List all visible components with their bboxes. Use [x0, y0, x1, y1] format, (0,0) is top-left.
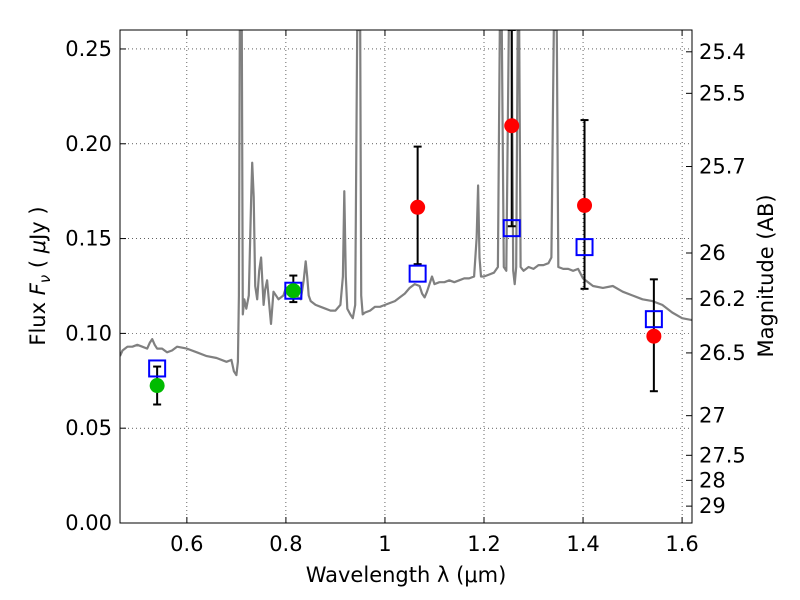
- x-axis-label: Wavelength λ (μm): [306, 563, 507, 587]
- x-tick-label: 0.8: [269, 532, 302, 556]
- measurements-marker: [410, 199, 426, 215]
- tick-labels: 0.6 0.8 1 1.2 1.4 1.6 0.00 0.05 0.10 0.15 0.20 0.25…: [65, 37, 746, 556]
- model-photometry-marker: [575, 238, 594, 257]
- model-photometry-marker: [148, 359, 167, 378]
- y2-tick-label: 25.5: [699, 81, 746, 105]
- y-axis-label-part: F: [26, 282, 50, 295]
- x-tick-label: 1.4: [566, 532, 599, 556]
- y2-tick-label: 27: [699, 404, 726, 428]
- y-axis-label-part: Jy ): [26, 206, 50, 242]
- plot-frame: [119, 29, 693, 524]
- y-axis-label-part: μ: [26, 240, 50, 254]
- model-photometry-marker: [644, 310, 663, 329]
- x-tick-label: 1.2: [467, 532, 500, 556]
- y2-axis-label: Magnitude (AB): [754, 194, 778, 357]
- y-tick-label: 0.10: [65, 321, 112, 345]
- model-photometry-marker: [284, 281, 303, 300]
- measurements-marker: [577, 197, 593, 213]
- y2-tick-label: 29: [699, 494, 726, 518]
- y-axis-label-part: Flux: [26, 295, 50, 345]
- y2-tick-label: 26: [699, 241, 726, 265]
- y-tick-label: 0.25: [65, 37, 112, 61]
- y2-tick-label: 26.5: [699, 341, 746, 365]
- y2-tick-label: 25.7: [699, 155, 746, 179]
- y-tick-label: 0.00: [65, 511, 112, 535]
- model-photometry-marker: [502, 219, 521, 238]
- measurements-marker: [646, 328, 662, 344]
- y-tick-label: 0.05: [65, 416, 112, 440]
- y-axis-label-part: ν: [36, 275, 54, 283]
- plot-area: [120, 30, 692, 406]
- y-tick-label: 0.20: [65, 132, 112, 156]
- axes-ticks: [120, 30, 692, 524]
- x-tick-label: 0.6: [170, 532, 203, 556]
- x-tick-label: 1: [378, 532, 391, 556]
- y2-tick-label: 28: [699, 468, 726, 492]
- measurements-marker: [504, 118, 520, 134]
- y2-tick-label: 27.5: [699, 443, 746, 467]
- model-spectrum-line: [120, 30, 692, 377]
- detections-marker: [285, 283, 301, 299]
- y-tick-label: 0.15: [65, 227, 112, 251]
- x-tick-label: 1.6: [665, 532, 698, 556]
- model-photometry-marker: [408, 264, 427, 283]
- detections-marker: [149, 378, 165, 394]
- y2-tick-label: 25.4: [699, 40, 746, 64]
- y2-tick-label: 26.2: [699, 287, 746, 311]
- y-axis-label: Flux Fν ( μJy ): [26, 206, 54, 345]
- y-axis-label-part: (: [26, 253, 50, 275]
